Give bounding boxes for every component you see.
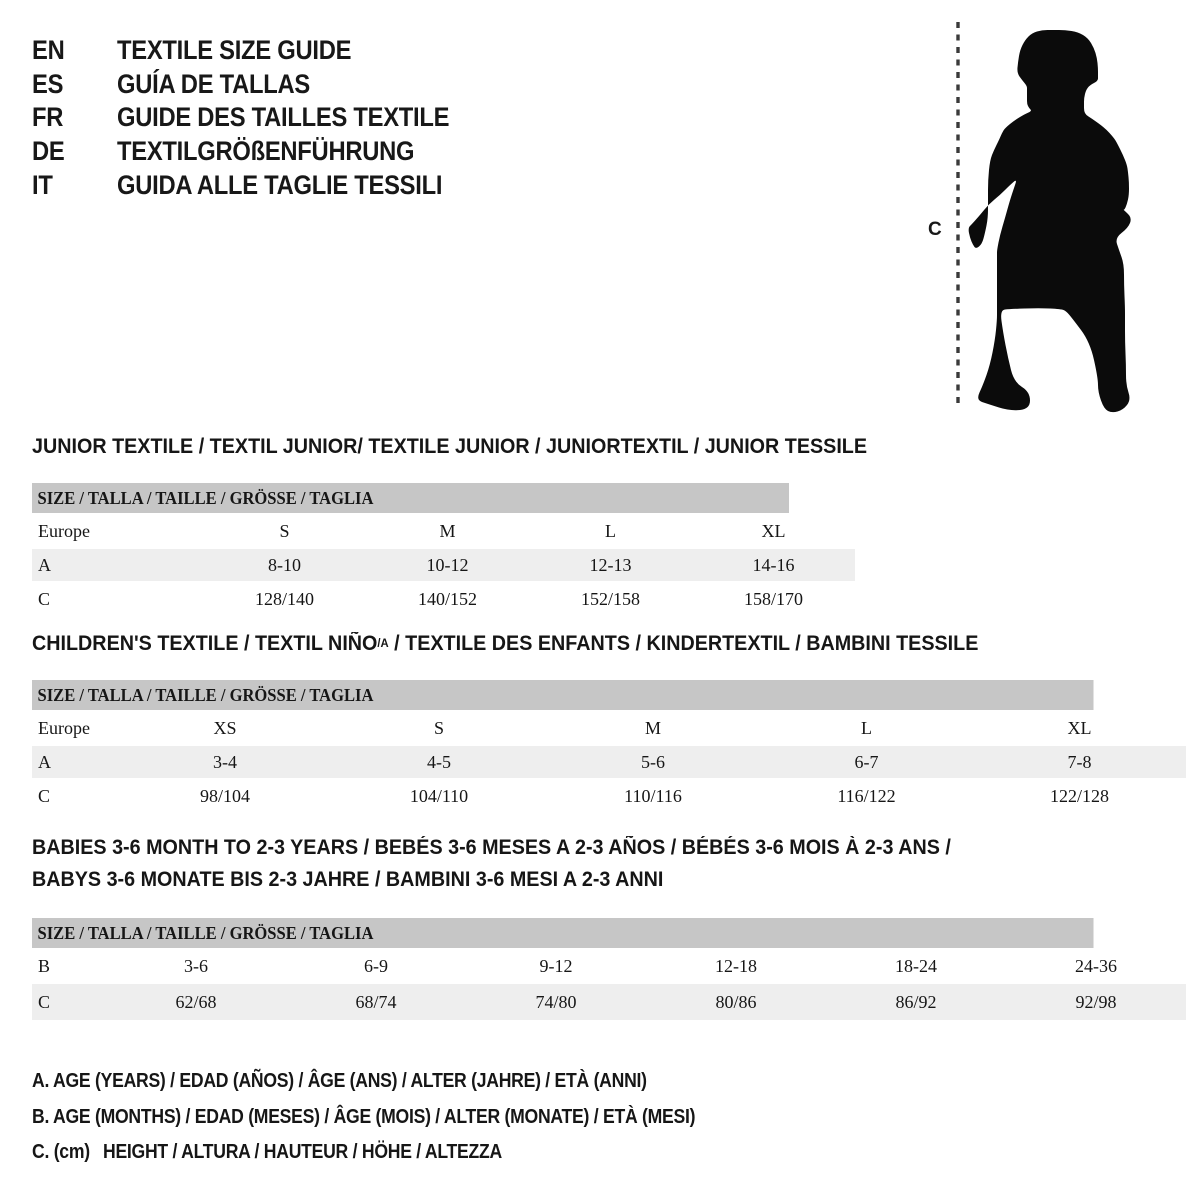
svg-text:C: C bbox=[928, 219, 942, 240]
